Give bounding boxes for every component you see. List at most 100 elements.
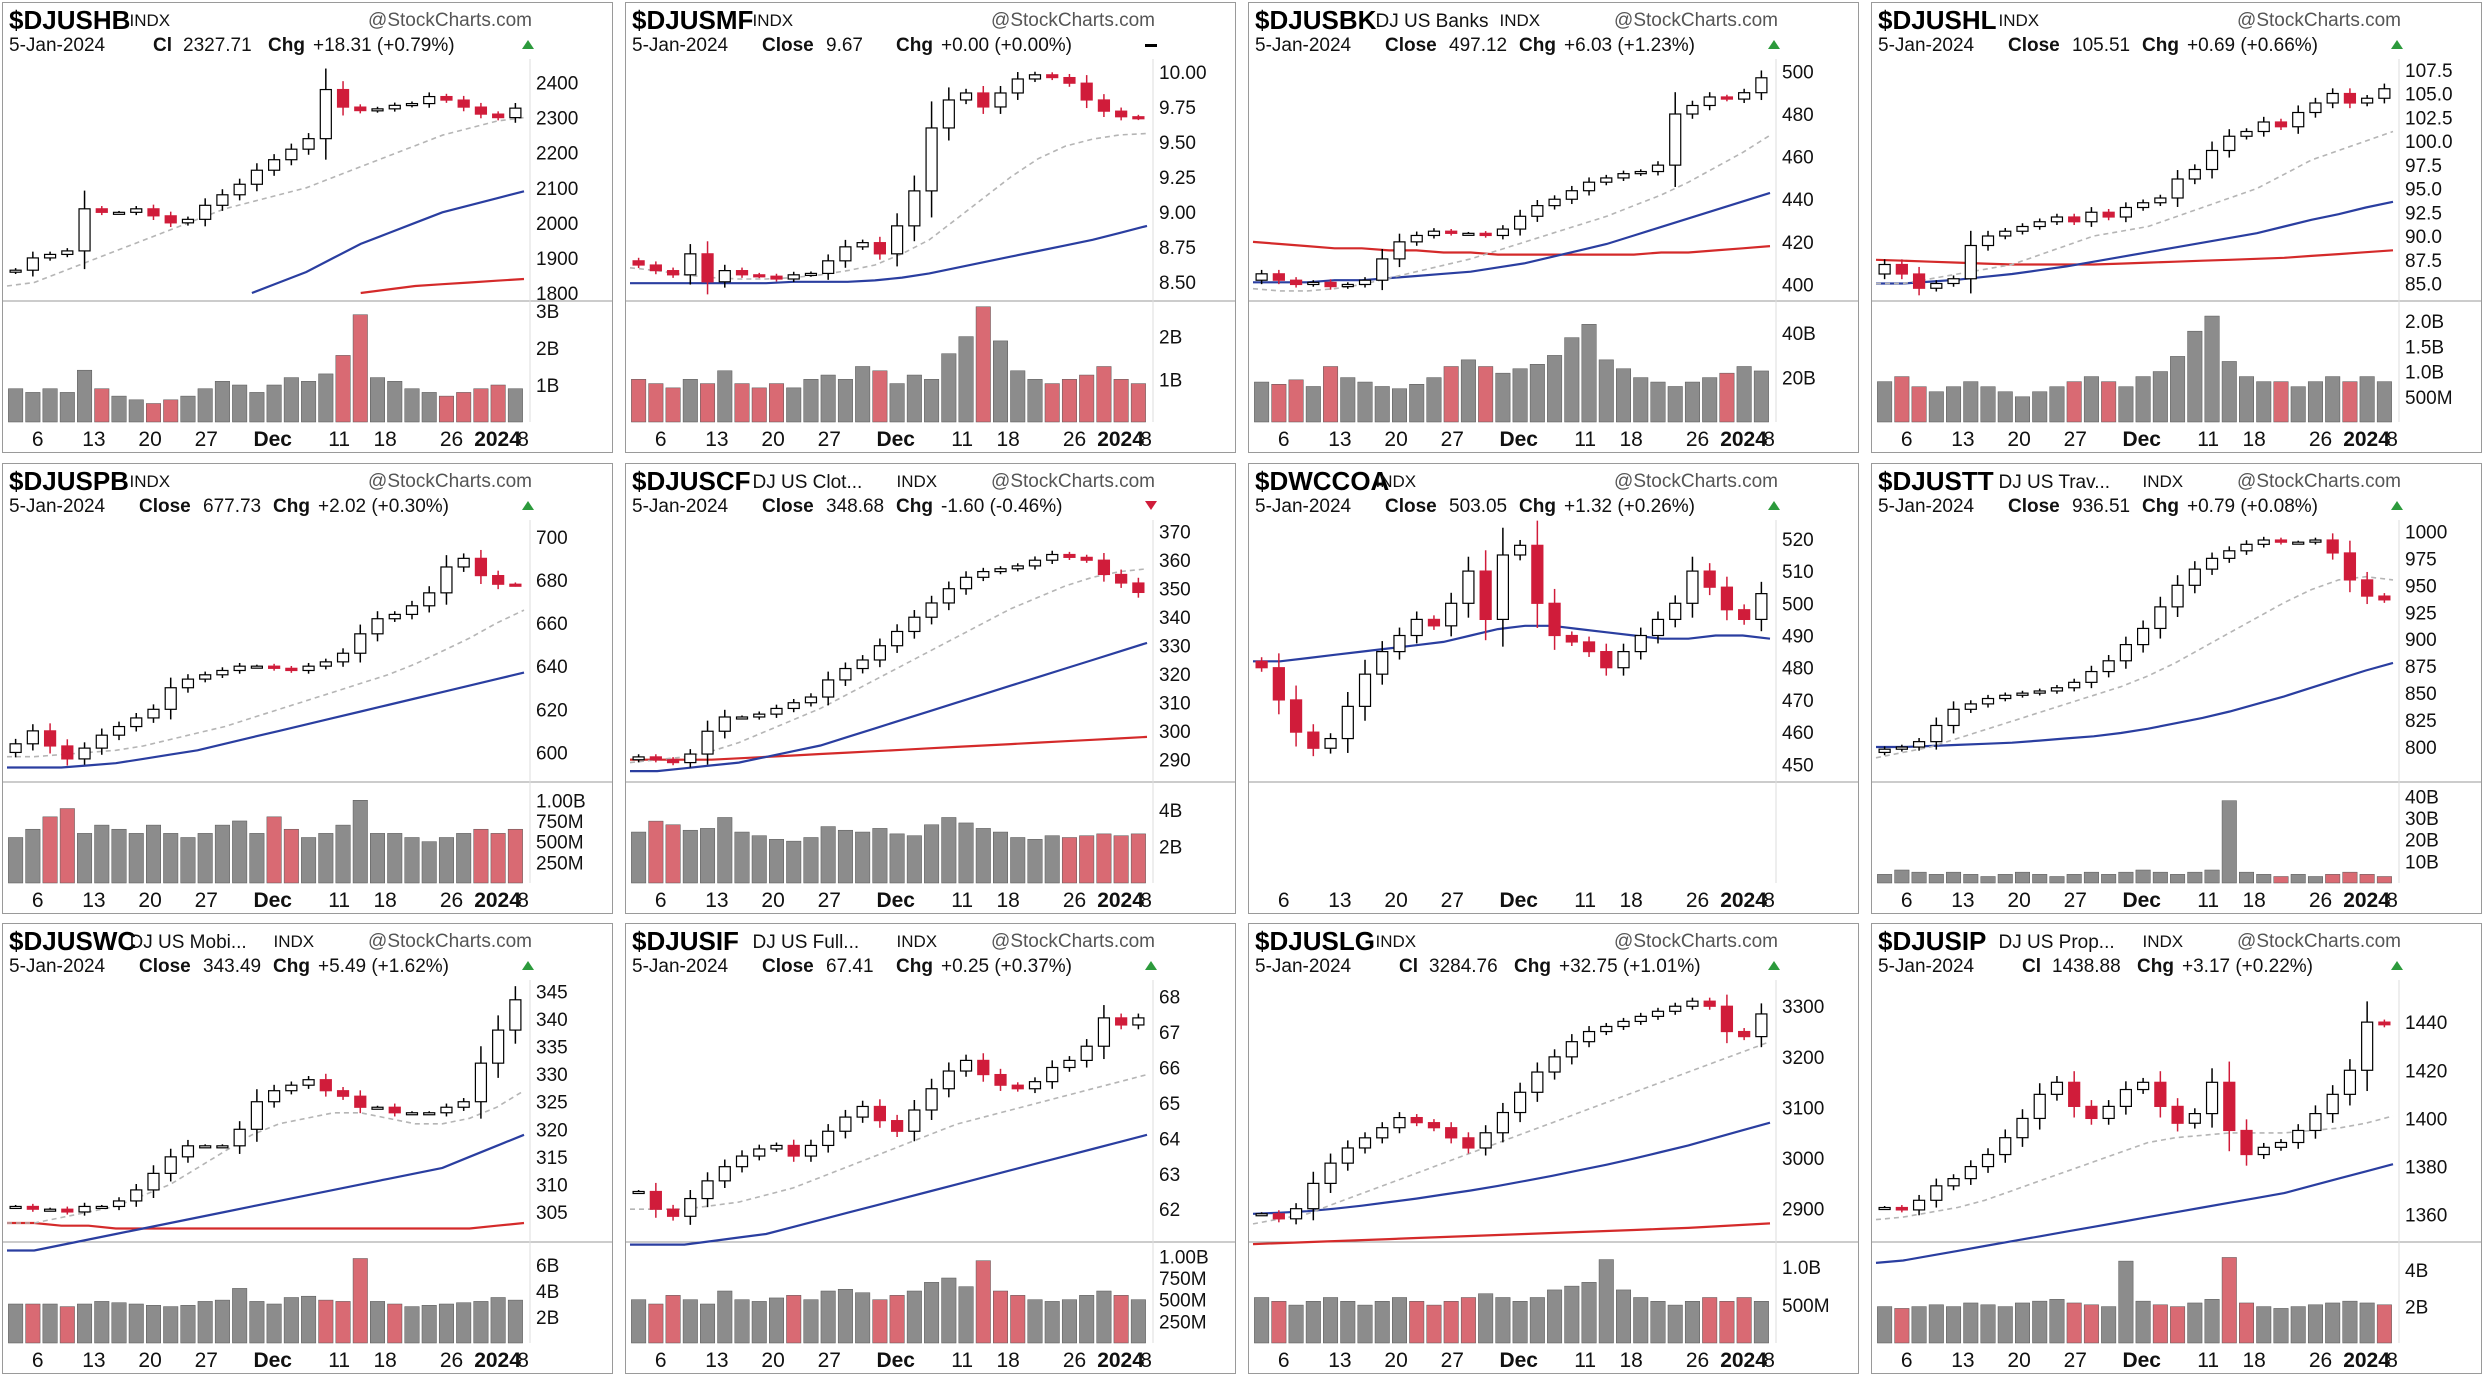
candle-body — [1080, 82, 1093, 101]
volume-bar — [2032, 1300, 2048, 1344]
volume-bar — [1305, 1301, 1321, 1344]
x-axis-tick-label: 11 — [951, 1349, 973, 1372]
candle-body — [1720, 96, 1734, 100]
candle-body — [199, 204, 212, 220]
price-tick-label: 8.75 — [1159, 238, 1196, 259]
price-tick-label: 107.5 — [2405, 61, 2453, 82]
volume-bar — [1598, 359, 1614, 423]
price-tick-label: 85.0 — [2405, 275, 2442, 296]
chart-panel[interactable]: $DJUSHL INDX @StockCharts.com 5-Jan-2024 Clo… — [1871, 2, 2482, 453]
candle-body — [319, 661, 332, 667]
volume-bar — [128, 1303, 144, 1344]
volume-bar — [249, 392, 265, 423]
chart-panel[interactable]: $DJUSHB INDX @StockCharts.com 5-Jan-2024 Cl 2… — [2, 2, 613, 453]
up-arrow-icon — [1768, 501, 1780, 510]
candle-body — [2050, 216, 2064, 223]
price-tick-label: 102.5 — [2405, 108, 2453, 129]
x-axis-tick-label: 13 — [1951, 428, 1974, 451]
close-value: 105.51 — [2072, 35, 2131, 56]
chart-panel[interactable]: $DJUSBK DJ US Banks INDX @StockCharts.com 5-… — [1248, 2, 1859, 453]
chart-panel[interactable]: $DJUSCF DJ US Clot... INDX @StockCharts.com… — [625, 463, 1236, 914]
price-tick-label: 350 — [1159, 580, 1191, 601]
volume-bar — [1044, 383, 1060, 423]
candle-body — [1097, 1017, 1111, 1047]
candle-body — [1617, 173, 1630, 179]
candle-body — [701, 253, 714, 283]
candle-body — [1115, 1017, 1128, 1026]
x-axis-tick-label: 8 — [517, 428, 529, 451]
volume-bar — [1946, 386, 1962, 423]
chart-panel[interactable]: $DJUSPB INDX @StockCharts.com 5-Jan-2024 Clo… — [2, 463, 613, 914]
volume-tick-label: 1.0B — [2405, 363, 2444, 384]
x-axis-tick-label: 11 — [328, 889, 350, 912]
ma-short-line — [629, 132, 1148, 280]
candle-body — [423, 1112, 436, 1116]
candle-body — [1462, 570, 1475, 604]
chart-header: $DJUSMF INDX @StockCharts.com 5-Jan-2024 Clo… — [626, 3, 1235, 59]
date: 5-Jan-2024 — [1255, 956, 1352, 977]
volume-bar — [2118, 1260, 2134, 1344]
price-tick-label: 1800 — [536, 284, 578, 305]
price-tick-label: 900 — [2405, 630, 2437, 651]
candle-body — [753, 713, 766, 718]
candle-body — [285, 667, 298, 672]
chart-panel[interactable]: $DJUSMF INDX @StockCharts.com 5-Jan-2024 Clo… — [625, 2, 1236, 453]
volume-bar — [820, 374, 836, 423]
candle-body — [1878, 1206, 1891, 1211]
chart-header: $DJUSCF DJ US Clot... INDX @StockCharts.com… — [626, 464, 1235, 520]
volume-bar — [993, 1290, 1009, 1344]
volume-bar — [180, 395, 196, 423]
price-tick-label: 3300 — [1782, 997, 1824, 1018]
x-axis-tick-label: 20 — [138, 889, 161, 912]
x-axis-tick-label: 6 — [32, 428, 44, 451]
volume-bar — [1997, 1306, 2013, 1344]
candle-body — [632, 756, 645, 761]
volume-bar — [111, 828, 127, 884]
chart-panel[interactable]: $DJUSIP DJ US Prop... INDX @StockCharts.com… — [1871, 923, 2482, 1374]
candle-body — [1947, 278, 1960, 285]
volume-bar — [490, 833, 506, 884]
candle-body — [1358, 673, 1372, 707]
date: 5-Jan-2024 — [1255, 496, 1352, 517]
security-name: DJ US Trav... — [1998, 472, 2111, 493]
date: 5-Jan-2024 — [632, 956, 729, 977]
date: 5-Jan-2024 — [632, 35, 729, 56]
candle-body — [440, 95, 453, 101]
x-axis-tick-label: 6 — [32, 889, 44, 912]
volume-bar — [1357, 381, 1373, 423]
ma-medium-line — [251, 190, 525, 295]
x-axis-tick-label: 13 — [1328, 428, 1351, 451]
x-axis-tick-label: 18 — [2242, 428, 2265, 451]
candle-body — [1272, 667, 1285, 701]
candle-body — [873, 1105, 886, 1122]
volume-bar — [1010, 1295, 1026, 1344]
ma-medium-line — [7, 1133, 525, 1252]
candle-body — [388, 1106, 401, 1114]
candle-body — [181, 1145, 195, 1158]
candle-body — [1878, 748, 1891, 754]
candle-body — [822, 260, 835, 275]
x-axis-tick-label: 18 — [996, 428, 1019, 451]
volume-tick-label: 500M — [1782, 1296, 1830, 1317]
candle-body — [181, 218, 195, 224]
candle-body — [216, 1145, 229, 1149]
chart-panel[interactable]: $DJUSWC DJ US Mobi... INDX @StockCharts.com… — [2, 923, 613, 1374]
volume-bar — [906, 835, 922, 884]
chart-panel[interactable]: $DWCCOA INDX @StockCharts.com 5-Jan-2024 Clo… — [1248, 463, 1859, 914]
volume-bar — [2325, 874, 2341, 884]
ma-medium-line — [630, 1133, 1148, 1246]
volume-bar — [145, 403, 161, 423]
x-axis-tick-label: Dec — [2122, 889, 2161, 912]
volume-bar — [2204, 315, 2220, 423]
volume-bar — [128, 833, 144, 884]
chart-panel[interactable]: $DJUSLG INDX @StockCharts.com 5-Jan-2024 Cl 3… — [1248, 923, 1859, 1374]
chart-panel[interactable]: $DJUSIF DJ US Full... INDX @StockCharts.com… — [625, 923, 1236, 1374]
candle-body — [61, 745, 74, 760]
volume-bar — [1061, 1299, 1077, 1344]
chart-panel[interactable]: $DJUSTT DJ US Trav... INDX @StockCharts.com… — [1871, 463, 2482, 914]
candle-body — [1755, 593, 1768, 621]
price-tick-label: 65 — [1159, 1094, 1180, 1115]
volume-bar — [1877, 1306, 1893, 1344]
candle-body — [319, 1079, 332, 1092]
price-tick-label: 68 — [1159, 988, 1180, 1009]
